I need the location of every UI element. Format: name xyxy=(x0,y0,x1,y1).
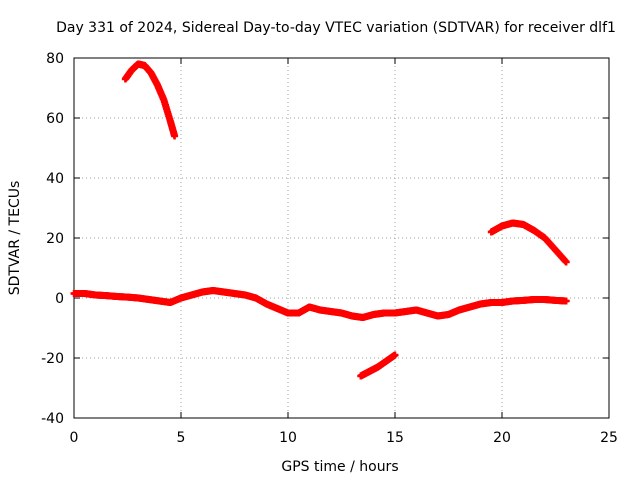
data-point xyxy=(391,351,399,359)
data-point xyxy=(562,297,570,305)
x-axis-label: GPS time / hours xyxy=(281,459,398,475)
grid-lines xyxy=(74,58,609,418)
data-point xyxy=(562,258,570,266)
x-tick-label: 0 xyxy=(70,430,79,446)
y-tick-label: -40 xyxy=(41,411,64,427)
data-marks xyxy=(70,60,570,380)
y-tick-label: 20 xyxy=(46,231,64,247)
x-tick-label: 20 xyxy=(493,430,511,446)
y-tick-label: -20 xyxy=(41,351,64,367)
y-axis-label: SDTVAR / TECUs xyxy=(7,181,23,296)
x-tick-label: 10 xyxy=(279,430,297,446)
series-arc-evening xyxy=(487,219,570,266)
series-arc-main xyxy=(70,287,570,321)
chart-title: Day 331 of 2024, Sidereal Day-to-day VTE… xyxy=(56,20,616,36)
axis-ticks: 0 5 10 15 20 25 -40 -20 0 20 40 60 80 xyxy=(41,51,618,446)
y-tick-label: 0 xyxy=(55,291,64,307)
y-tick-label: 60 xyxy=(46,111,64,127)
y-tick-label: 40 xyxy=(46,171,64,187)
y-tick-label: 80 xyxy=(46,51,64,67)
series-arc-high xyxy=(121,60,179,140)
x-tick-label: 15 xyxy=(386,430,404,446)
data-point xyxy=(171,132,179,140)
x-tick-label: 25 xyxy=(600,430,618,446)
x-tick-label: 5 xyxy=(177,430,186,446)
series-arc-negative xyxy=(357,351,399,380)
